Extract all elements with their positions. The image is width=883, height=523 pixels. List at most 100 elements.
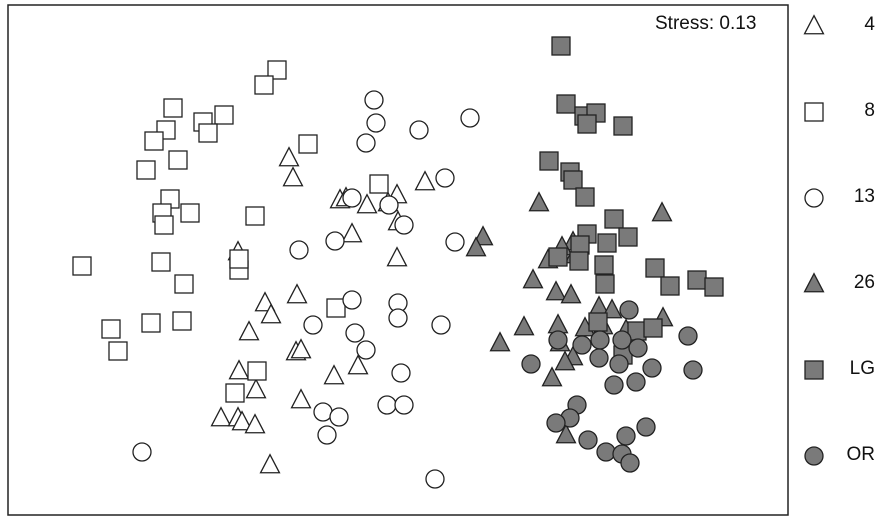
point-OR-7 — [521, 354, 541, 374]
point-LG-21 — [704, 277, 724, 297]
point-4-25 — [231, 410, 253, 431]
point-OR-19 — [616, 426, 636, 446]
point-LG-22 — [595, 274, 615, 294]
point-LG-10 — [604, 209, 624, 229]
point-8-23 — [141, 313, 161, 333]
point-OR-22 — [620, 453, 640, 473]
point-4-11 — [386, 246, 408, 267]
point-OR-18 — [578, 430, 598, 450]
point-4-7 — [414, 170, 436, 191]
point-13-16 — [431, 315, 451, 335]
data-points — [72, 36, 724, 489]
legend-label-OR: OR — [846, 444, 876, 465]
point-26-14 — [547, 313, 569, 334]
point-OR-13 — [626, 372, 646, 392]
point-8-16 — [154, 215, 174, 235]
point-13-10 — [445, 232, 465, 252]
legend-label-26: 26 — [853, 272, 875, 293]
point-LG-8 — [563, 170, 583, 190]
plot-frame — [7, 4, 789, 516]
point-13-12 — [342, 290, 362, 310]
point-LG-5 — [613, 116, 633, 136]
point-26-23 — [541, 366, 563, 387]
point-13-22 — [377, 395, 397, 415]
point-4-1 — [282, 166, 304, 187]
point-LG-14 — [618, 227, 638, 247]
point-13-2 — [460, 108, 480, 128]
point-8-10 — [136, 160, 156, 180]
legend-marker-4 — [803, 14, 825, 35]
point-OR-2 — [548, 330, 568, 350]
point-26-8 — [522, 268, 544, 289]
point-LG-25 — [643, 318, 663, 338]
point-8-21 — [174, 274, 194, 294]
point-8-11 — [369, 174, 389, 194]
point-8-2 — [163, 98, 183, 118]
legend-label-8: 8 — [864, 100, 875, 121]
point-13-5 — [435, 168, 455, 188]
legend-marker-8 — [804, 102, 824, 122]
point-4-22 — [290, 388, 312, 409]
point-OR-10 — [642, 358, 662, 378]
point-OR-11 — [683, 360, 703, 380]
point-13-25 — [132, 442, 152, 462]
point-LG-20 — [660, 276, 680, 296]
point-13-0 — [364, 90, 384, 110]
point-LG-1 — [556, 94, 576, 114]
point-4-15 — [238, 320, 260, 341]
point-4-27 — [259, 453, 281, 474]
point-LG-15 — [548, 247, 568, 267]
point-8-1 — [254, 75, 274, 95]
point-13-4 — [356, 133, 376, 153]
legend-marker-13 — [804, 188, 824, 208]
point-26-24 — [555, 423, 577, 444]
point-4-0 — [278, 146, 300, 167]
point-13-8 — [394, 215, 414, 235]
point-13-11 — [289, 240, 309, 260]
point-26-1 — [651, 201, 673, 222]
point-13-7 — [379, 195, 399, 215]
point-4-18 — [347, 354, 369, 375]
point-8-24 — [172, 311, 192, 331]
point-LG-12 — [570, 235, 590, 255]
legend-label-13: 13 — [853, 186, 875, 207]
point-LG-23 — [588, 312, 608, 332]
point-OR-1 — [678, 326, 698, 346]
point-13-24 — [317, 425, 337, 445]
point-OR-5 — [612, 330, 632, 350]
point-26-9 — [545, 280, 567, 301]
point-13-20 — [313, 402, 333, 422]
point-4-9 — [341, 222, 363, 243]
point-8-3 — [214, 105, 234, 125]
point-4-4 — [356, 193, 378, 214]
point-13-18 — [356, 340, 376, 360]
point-4-19 — [323, 364, 345, 385]
point-26-0 — [528, 191, 550, 212]
point-13-1 — [366, 113, 386, 133]
point-13-19 — [391, 363, 411, 383]
point-13-15 — [303, 315, 323, 335]
point-LG-13 — [597, 233, 617, 253]
point-LG-16 — [569, 251, 589, 271]
legend-marker-26 — [803, 272, 825, 293]
point-OR-9 — [609, 354, 629, 374]
point-8-17 — [72, 256, 92, 276]
legend-marker-LG — [804, 360, 824, 380]
point-8-28 — [225, 383, 245, 403]
point-8-7 — [144, 131, 164, 151]
point-13-6 — [342, 188, 362, 208]
point-8-26 — [108, 341, 128, 361]
point-13-26 — [425, 469, 445, 489]
point-26-10 — [560, 283, 582, 304]
point-LG-18 — [645, 258, 665, 278]
point-4-21 — [245, 378, 267, 399]
point-8-5 — [198, 123, 218, 143]
point-LG-19 — [687, 270, 707, 290]
point-4-17 — [290, 338, 312, 359]
point-26-19 — [489, 331, 511, 352]
point-26-22 — [554, 350, 576, 371]
point-4-20 — [228, 359, 250, 380]
point-LG-17 — [594, 255, 614, 275]
point-4-23 — [210, 406, 232, 427]
legend-markers — [803, 14, 825, 466]
